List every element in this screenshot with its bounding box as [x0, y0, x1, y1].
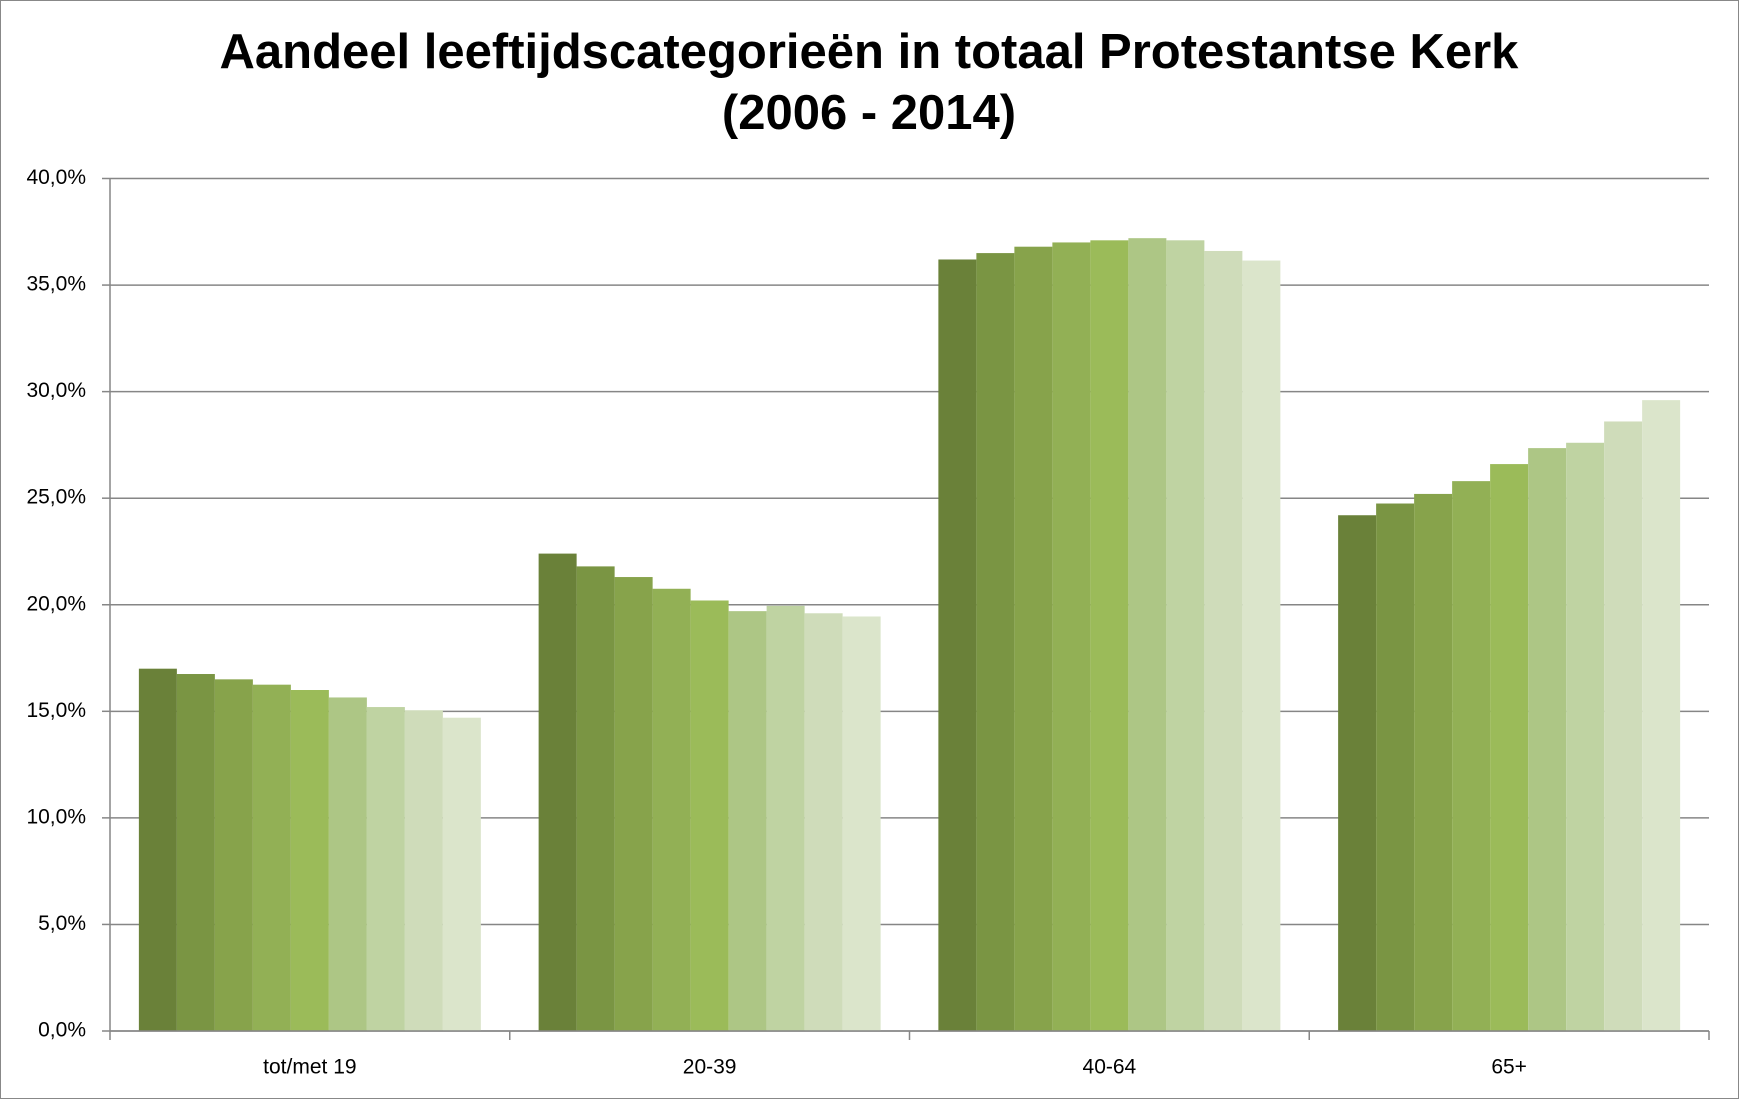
bar [252, 684, 291, 1031]
bar [1376, 503, 1415, 1031]
bar [1452, 481, 1491, 1031]
bar [1414, 493, 1453, 1031]
y-tick-label: 35,0% [26, 273, 86, 296]
y-tick-label: 0,0% [38, 1019, 86, 1042]
bar [1204, 250, 1243, 1031]
bar [1642, 400, 1681, 1031]
bar [842, 616, 881, 1031]
bar [538, 553, 577, 1031]
bar [1528, 448, 1567, 1031]
bar [138, 668, 177, 1031]
y-tick-label: 5,0% [38, 912, 86, 935]
bar [1128, 238, 1167, 1032]
bar [1490, 464, 1529, 1031]
y-tick-label: 30,0% [26, 379, 86, 402]
y-tick-label: 10,0% [26, 805, 86, 828]
bar [652, 588, 691, 1031]
y-tick-label: 15,0% [26, 699, 86, 722]
bar [328, 697, 367, 1031]
bar [804, 613, 843, 1031]
bar [690, 600, 729, 1031]
bar [214, 679, 253, 1031]
bar [1052, 242, 1091, 1031]
bar [1090, 240, 1129, 1031]
bar [766, 605, 805, 1031]
bar [1566, 442, 1605, 1031]
x-tick-label: 65+ [1491, 1056, 1527, 1079]
bar [1338, 515, 1377, 1031]
chart-title: Aandeel leeftijdscategorieën in totaal P… [219, 25, 1519, 140]
bar [176, 674, 215, 1031]
y-tick-label: 40,0% [26, 166, 86, 189]
bar [1014, 246, 1053, 1031]
y-tick-label: 20,0% [26, 592, 86, 615]
bar [576, 566, 615, 1031]
x-tick-label: tot/met 19 [263, 1056, 356, 1079]
y-tick-label: 25,0% [26, 486, 86, 509]
bar [728, 611, 767, 1031]
x-tick-label: 40-64 [1083, 1056, 1137, 1079]
bar [938, 259, 977, 1031]
bar [614, 577, 653, 1031]
bar [1604, 421, 1643, 1031]
bar [366, 707, 405, 1031]
x-tick-label: 20-39 [683, 1056, 737, 1079]
bar [290, 690, 329, 1031]
bar [976, 253, 1015, 1031]
bar [442, 717, 481, 1031]
bar [404, 710, 443, 1031]
bar [1242, 260, 1281, 1032]
bar [1166, 240, 1205, 1031]
